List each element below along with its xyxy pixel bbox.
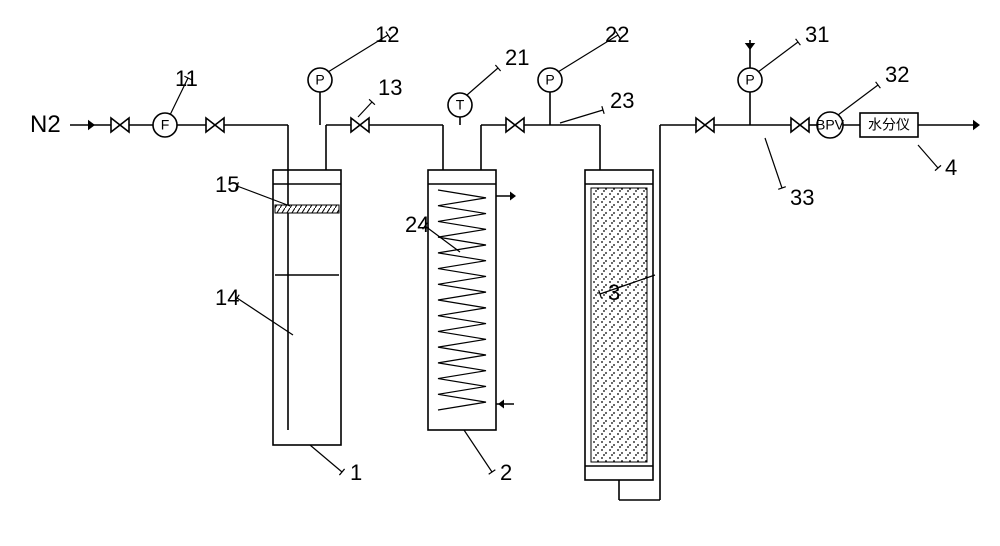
svg-text:15: 15	[215, 172, 239, 197]
svg-text:33: 33	[790, 185, 814, 210]
svg-text:F: F	[161, 117, 170, 133]
svg-text:水分仪: 水分仪	[868, 117, 910, 133]
svg-text:P: P	[315, 72, 324, 88]
svg-text:11: 11	[175, 66, 198, 91]
svg-text:14: 14	[215, 285, 239, 310]
svg-text:23: 23	[610, 88, 634, 113]
svg-text:N2: N2	[30, 111, 61, 138]
svg-text:2: 2	[500, 460, 512, 485]
svg-text:T: T	[456, 97, 465, 113]
svg-text:3: 3	[608, 280, 620, 305]
svg-text:P: P	[745, 72, 754, 88]
svg-text:P: P	[545, 72, 554, 88]
svg-text:31: 31	[805, 22, 829, 47]
svg-text:32: 32	[885, 62, 909, 87]
svg-text:1: 1	[350, 460, 362, 485]
svg-text:13: 13	[378, 75, 402, 100]
svg-text:4: 4	[945, 155, 957, 180]
svg-text:BPV: BPV	[816, 117, 845, 133]
svg-text:21: 21	[505, 45, 529, 70]
